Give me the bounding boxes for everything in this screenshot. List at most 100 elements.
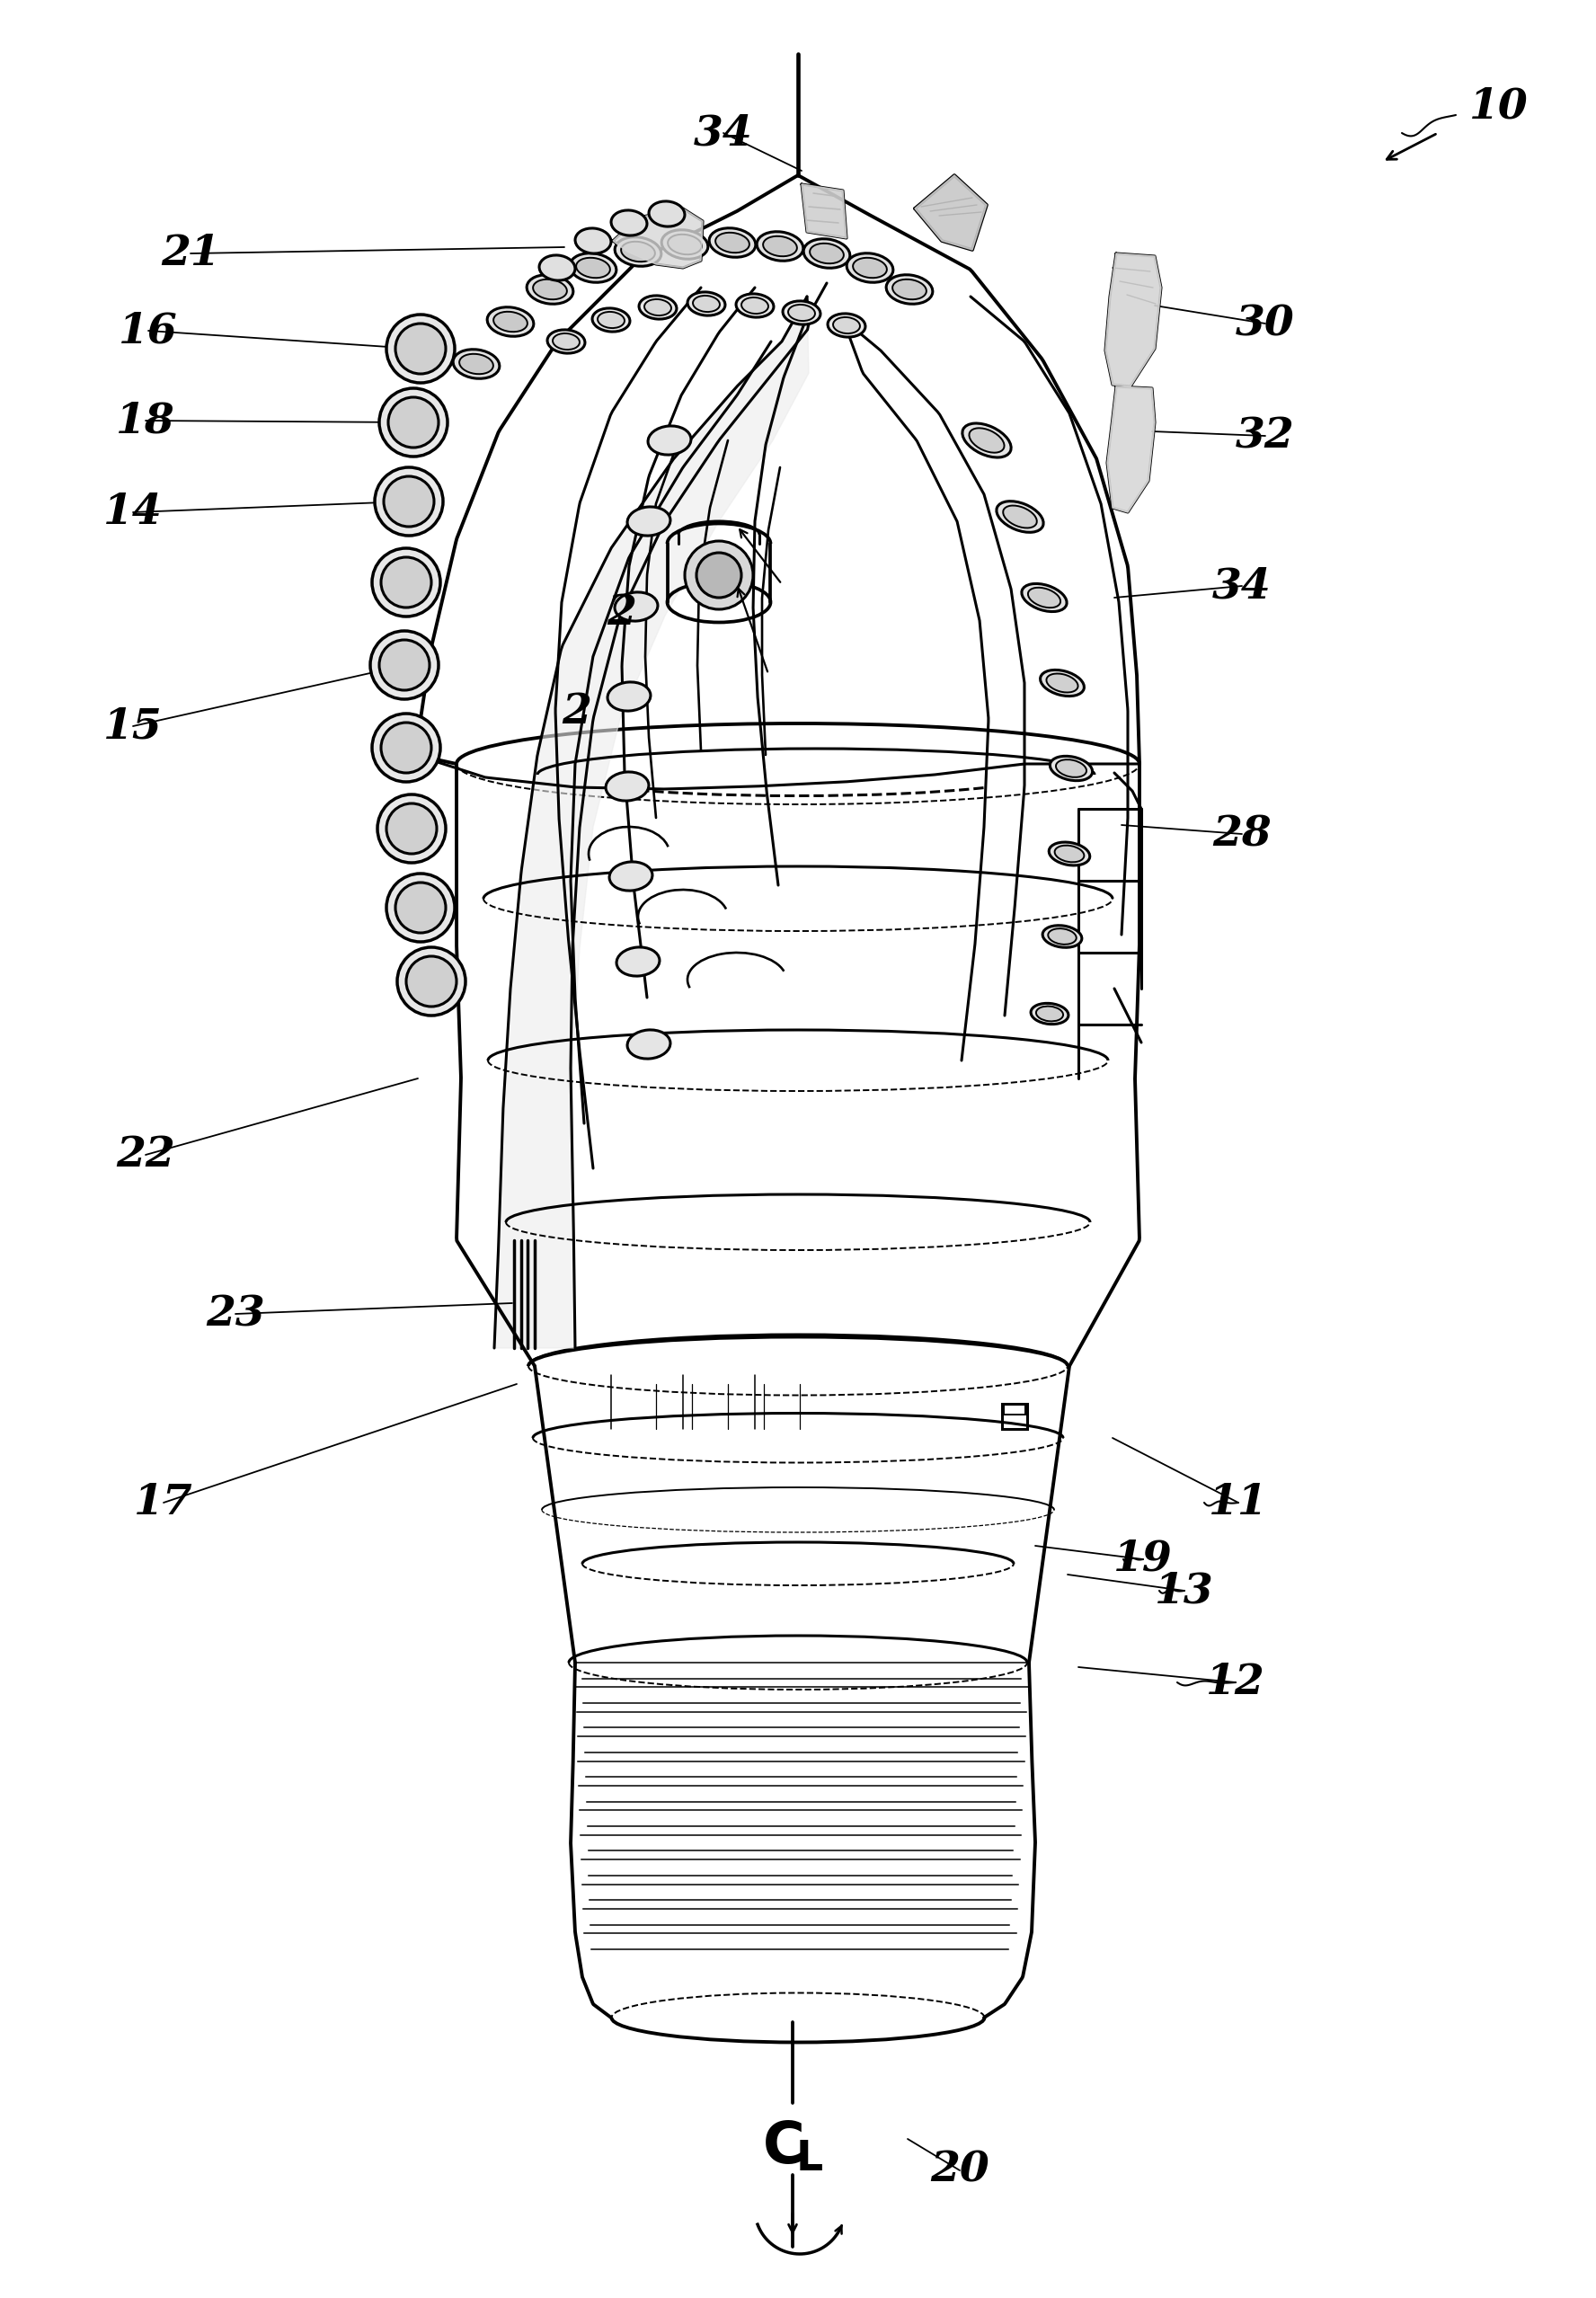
Ellipse shape	[715, 232, 750, 253]
Ellipse shape	[782, 301, 820, 324]
Ellipse shape	[667, 234, 702, 255]
Polygon shape	[1106, 253, 1160, 386]
Circle shape	[375, 466, 444, 535]
Ellipse shape	[1057, 761, 1087, 777]
Circle shape	[386, 315, 455, 384]
Text: 20: 20	[930, 2149, 990, 2190]
Ellipse shape	[597, 313, 624, 329]
Ellipse shape	[610, 862, 653, 892]
Text: 15: 15	[104, 705, 163, 747]
Ellipse shape	[552, 333, 579, 349]
Ellipse shape	[608, 683, 651, 710]
Ellipse shape	[736, 294, 774, 317]
Circle shape	[381, 556, 431, 607]
Text: 23: 23	[206, 1294, 265, 1335]
Text: 18: 18	[117, 400, 176, 441]
Text: 10: 10	[1470, 85, 1529, 126]
Circle shape	[685, 540, 753, 609]
Circle shape	[381, 722, 431, 772]
Ellipse shape	[852, 257, 887, 278]
Text: 21: 21	[161, 232, 220, 273]
Text: $\mathbf{L}$: $\mathbf{L}$	[795, 2137, 822, 2179]
Circle shape	[383, 476, 434, 526]
Text: 32: 32	[1235, 416, 1294, 457]
Circle shape	[370, 632, 439, 699]
Ellipse shape	[539, 255, 575, 280]
Circle shape	[388, 398, 439, 448]
Ellipse shape	[1041, 671, 1084, 696]
Text: 22: 22	[117, 1135, 176, 1177]
Ellipse shape	[1049, 928, 1076, 944]
Text: $\mathbf{C}$: $\mathbf{C}$	[761, 2121, 801, 2176]
Text: 28: 28	[1213, 813, 1272, 855]
Ellipse shape	[1047, 673, 1077, 692]
Ellipse shape	[527, 276, 573, 303]
Ellipse shape	[547, 329, 586, 354]
Text: 2: 2	[562, 692, 592, 733]
Ellipse shape	[1021, 584, 1066, 611]
Polygon shape	[801, 184, 846, 239]
Ellipse shape	[460, 354, 493, 375]
Ellipse shape	[645, 299, 672, 315]
Ellipse shape	[627, 1030, 670, 1059]
Ellipse shape	[1050, 756, 1092, 781]
Ellipse shape	[487, 308, 533, 336]
Polygon shape	[495, 296, 809, 1349]
Ellipse shape	[742, 296, 768, 315]
Text: 34: 34	[1213, 565, 1272, 607]
Text: 13: 13	[1156, 1570, 1215, 1611]
Bar	[1002, 1404, 1028, 1429]
Ellipse shape	[606, 772, 650, 800]
Ellipse shape	[627, 508, 670, 535]
Ellipse shape	[803, 239, 851, 269]
Ellipse shape	[688, 292, 725, 315]
Ellipse shape	[576, 257, 610, 278]
Ellipse shape	[650, 202, 685, 228]
Ellipse shape	[493, 313, 527, 331]
Text: 11: 11	[1208, 1482, 1267, 1524]
Text: 2: 2	[606, 593, 637, 634]
Ellipse shape	[892, 280, 926, 299]
Ellipse shape	[453, 349, 500, 379]
Circle shape	[372, 549, 440, 616]
Ellipse shape	[616, 947, 659, 977]
Bar	[1004, 1404, 1025, 1416]
Ellipse shape	[611, 209, 646, 234]
Text: 14: 14	[104, 492, 163, 533]
Ellipse shape	[1031, 1004, 1068, 1025]
Text: 17: 17	[134, 1482, 193, 1524]
Circle shape	[386, 873, 455, 942]
Polygon shape	[1108, 386, 1156, 512]
Ellipse shape	[570, 253, 616, 283]
Ellipse shape	[788, 306, 816, 322]
Text: 34: 34	[694, 113, 753, 154]
Ellipse shape	[621, 241, 654, 262]
Text: 19: 19	[1114, 1540, 1173, 1581]
Circle shape	[407, 956, 456, 1007]
Ellipse shape	[662, 230, 709, 260]
Ellipse shape	[648, 425, 691, 455]
Ellipse shape	[1049, 841, 1090, 866]
Ellipse shape	[1028, 588, 1060, 607]
Ellipse shape	[709, 228, 755, 257]
Circle shape	[397, 947, 466, 1016]
Circle shape	[386, 804, 437, 855]
Circle shape	[396, 324, 445, 375]
Ellipse shape	[614, 593, 658, 620]
Text: 16: 16	[118, 310, 177, 352]
Circle shape	[372, 715, 440, 781]
Ellipse shape	[757, 232, 803, 262]
Ellipse shape	[1002, 506, 1037, 529]
Ellipse shape	[828, 313, 865, 338]
Ellipse shape	[969, 427, 1004, 453]
Ellipse shape	[886, 276, 932, 303]
Polygon shape	[915, 175, 986, 250]
Polygon shape	[613, 209, 702, 269]
Ellipse shape	[1055, 846, 1084, 862]
Circle shape	[396, 882, 445, 933]
Ellipse shape	[1042, 926, 1082, 947]
Ellipse shape	[592, 308, 630, 331]
Ellipse shape	[996, 501, 1044, 533]
Ellipse shape	[638, 296, 677, 319]
Ellipse shape	[809, 244, 844, 264]
